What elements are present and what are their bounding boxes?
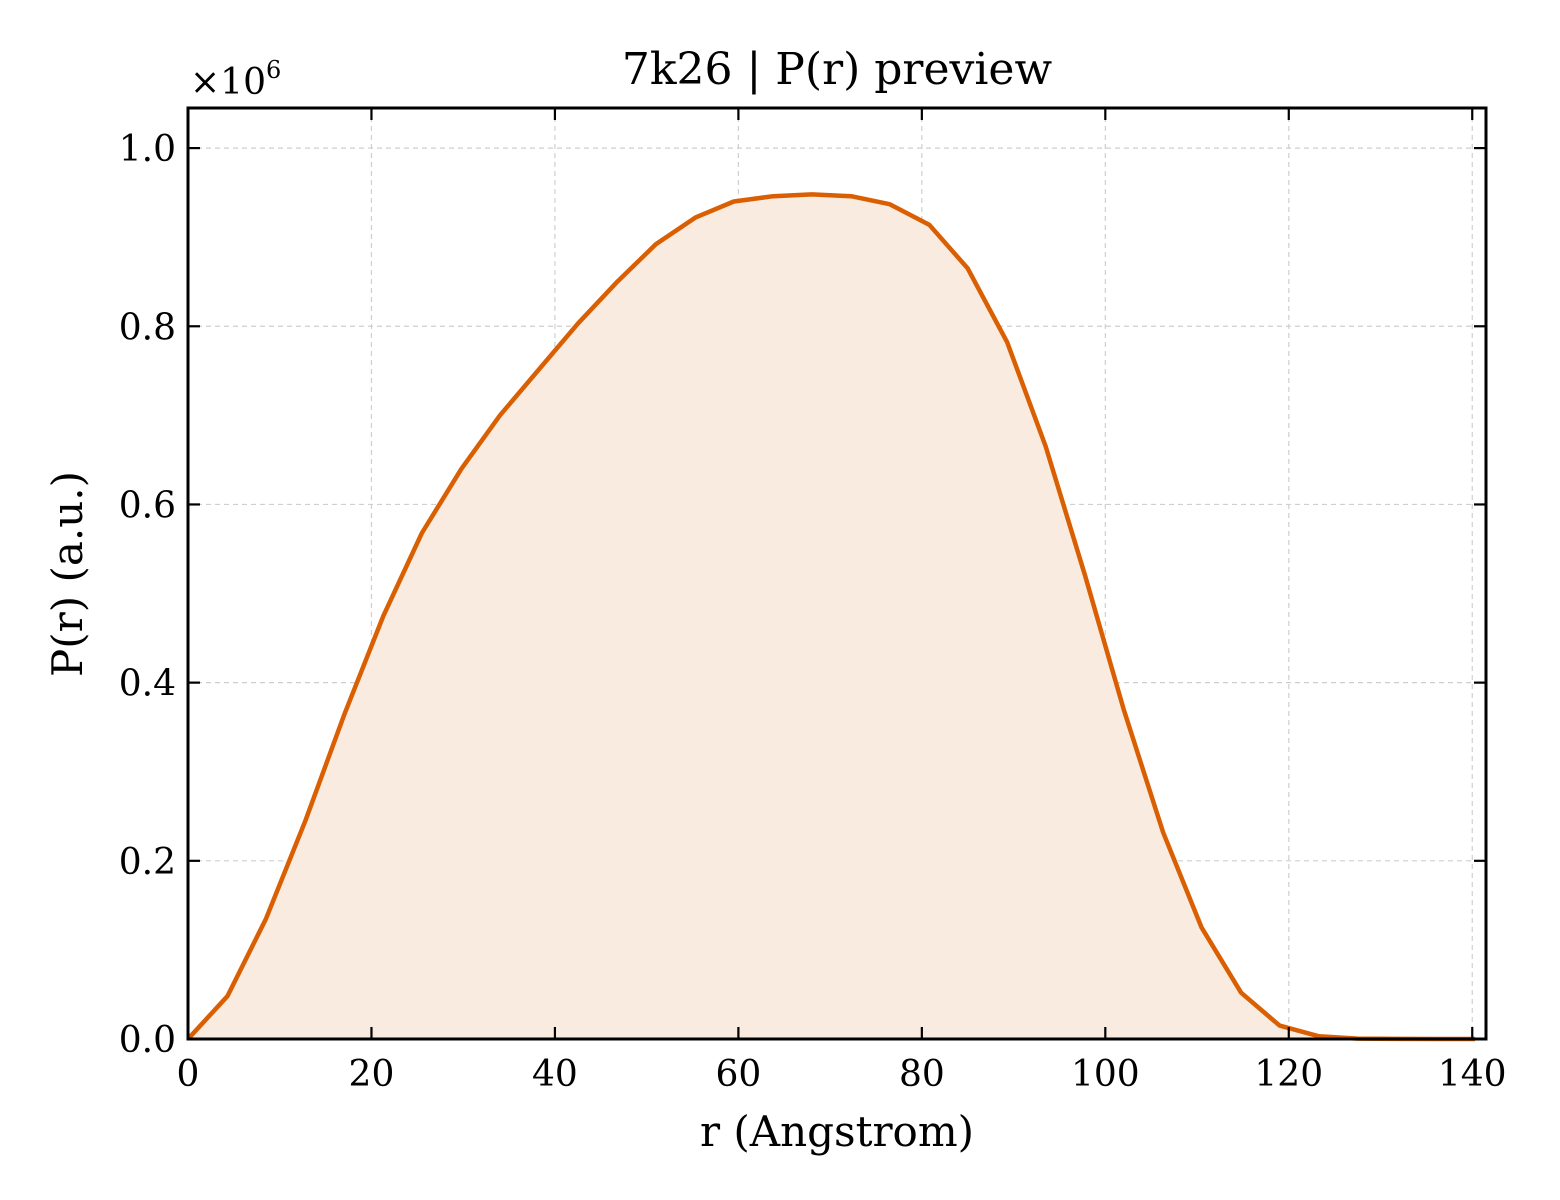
x-tick-label: 80 — [899, 1054, 945, 1095]
x-tick-label: 100 — [1071, 1054, 1140, 1095]
y-axis-title: P(r) (a.u.) — [43, 471, 92, 677]
x-tick-labels: 0 20 40 60 80 100 120 140 — [177, 1054, 1507, 1095]
plot-frame — [186, 106, 1488, 1041]
y-multiplier-label: ×106 — [190, 56, 281, 103]
y-tick-label: 0.6 — [119, 485, 176, 526]
y-tick-label: 0.4 — [119, 664, 176, 705]
y-tick-label: 0.0 — [119, 1020, 176, 1061]
x-tick-label: 140 — [1438, 1054, 1507, 1095]
x-tick-label: 0 — [177, 1054, 200, 1095]
pr-series-line — [186, 192, 1475, 1042]
x-axis-title: r (Angstrom) — [700, 1107, 974, 1156]
chart-title: 7k26 | P(r) preview — [622, 44, 1053, 95]
x-tick-label: 60 — [715, 1054, 761, 1095]
x-tick-label: 40 — [532, 1054, 578, 1095]
x-tick-label: 20 — [349, 1054, 395, 1095]
tick-marks — [186, 108, 1486, 1041]
y-tick-label: 0.8 — [119, 307, 176, 348]
x-tick-label: 120 — [1254, 1054, 1323, 1095]
y-tick-labels: 0.0 0.2 0.4 0.6 0.8 1.0 — [119, 129, 176, 1061]
y-tick-label: 0.2 — [119, 842, 176, 883]
y-tick-label: 1.0 — [119, 129, 176, 170]
